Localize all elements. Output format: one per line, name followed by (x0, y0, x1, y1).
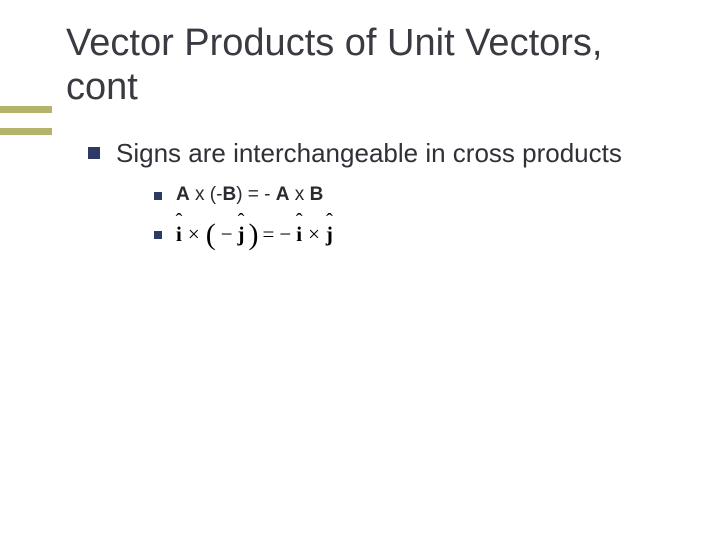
bullet-level1: Signs are interchangeable in cross produ… (88, 137, 670, 170)
square-bullet-icon (154, 231, 162, 239)
slide-title: Vector Products of Unit Vectors, cont (66, 22, 670, 109)
j-hat: j (238, 222, 245, 247)
level1-text: Signs are interchangeable in cross produ… (116, 137, 622, 170)
square-bullet-icon (154, 192, 162, 200)
square-bullet-icon (88, 147, 100, 159)
i-hat: i (296, 222, 302, 247)
cross-product-sign-line: A x (-B) = - A x B (176, 184, 323, 206)
j-hat: j (326, 222, 333, 247)
level2-list: A x (-B) = - A x B i × ( − j ) = − i × j (154, 184, 670, 247)
i-hat: i (176, 222, 182, 247)
unit-vector-cross-formula: i × ( − j ) = − i × j (176, 222, 333, 247)
bullet-level2-2: i × ( − j ) = − i × j (154, 222, 670, 247)
bullet-level2-1: A x (-B) = - A x B (154, 184, 670, 206)
accent-line-1 (0, 106, 52, 113)
slide: Vector Products of Unit Vectors, cont Si… (0, 0, 720, 540)
accent-line-2 (0, 128, 52, 135)
